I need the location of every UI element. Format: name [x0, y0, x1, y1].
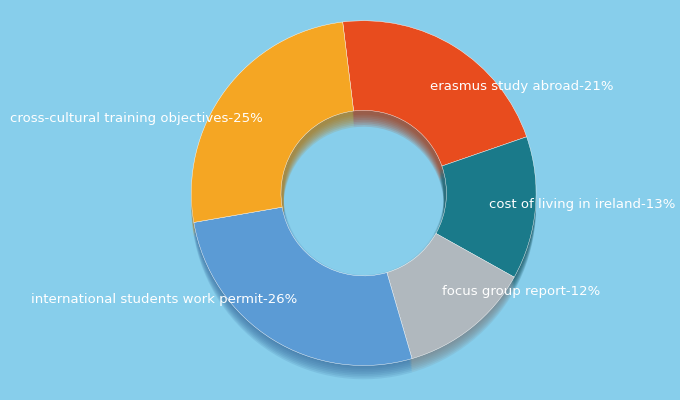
Wedge shape	[191, 32, 354, 233]
Wedge shape	[194, 208, 412, 367]
Wedge shape	[387, 234, 514, 358]
Wedge shape	[386, 241, 514, 367]
Wedge shape	[434, 142, 536, 282]
Wedge shape	[386, 242, 514, 369]
Text: international students work permit-26%: international students work permit-26%	[31, 293, 297, 306]
Wedge shape	[434, 138, 536, 279]
Wedge shape	[194, 219, 412, 378]
Wedge shape	[386, 236, 514, 362]
Wedge shape	[343, 31, 526, 177]
Wedge shape	[386, 234, 514, 360]
Wedge shape	[386, 246, 514, 372]
Wedge shape	[191, 24, 354, 224]
Text: cross-cultural training objectives-25%: cross-cultural training objectives-25%	[10, 112, 262, 124]
Wedge shape	[191, 27, 354, 228]
Wedge shape	[434, 147, 536, 288]
Wedge shape	[194, 210, 412, 369]
Text: erasmus study abroad-21%: erasmus study abroad-21%	[430, 80, 614, 93]
Wedge shape	[343, 24, 526, 170]
Text: cost of living in ireland-13%: cost of living in ireland-13%	[489, 198, 675, 211]
Wedge shape	[194, 215, 412, 374]
Wedge shape	[191, 29, 354, 229]
Wedge shape	[343, 22, 526, 169]
Wedge shape	[191, 36, 354, 236]
Wedge shape	[194, 220, 412, 379]
Wedge shape	[343, 26, 526, 172]
Wedge shape	[434, 140, 536, 281]
Wedge shape	[191, 31, 354, 231]
Wedge shape	[191, 22, 354, 222]
Wedge shape	[194, 214, 412, 372]
Text: focus group report-12%: focus group report-12%	[442, 285, 600, 298]
Wedge shape	[194, 207, 412, 366]
Wedge shape	[386, 237, 514, 364]
Wedge shape	[343, 28, 526, 174]
Wedge shape	[386, 244, 514, 371]
Wedge shape	[343, 29, 526, 176]
Wedge shape	[194, 217, 412, 376]
Wedge shape	[191, 34, 354, 234]
Wedge shape	[191, 26, 354, 226]
Wedge shape	[343, 34, 526, 181]
Wedge shape	[343, 33, 526, 179]
Wedge shape	[194, 212, 412, 371]
Wedge shape	[434, 144, 536, 284]
Wedge shape	[343, 21, 526, 166]
Wedge shape	[434, 149, 536, 289]
Wedge shape	[434, 150, 536, 291]
Wedge shape	[436, 137, 536, 277]
Wedge shape	[434, 146, 536, 286]
Wedge shape	[386, 239, 514, 366]
